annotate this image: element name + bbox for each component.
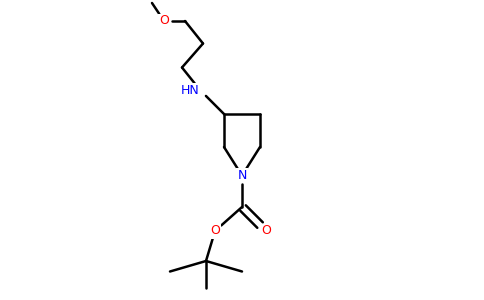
Text: O: O (159, 14, 169, 28)
Text: O: O (261, 224, 271, 238)
Text: N: N (237, 169, 247, 182)
Text: O: O (210, 224, 220, 238)
Text: HN: HN (181, 83, 200, 97)
